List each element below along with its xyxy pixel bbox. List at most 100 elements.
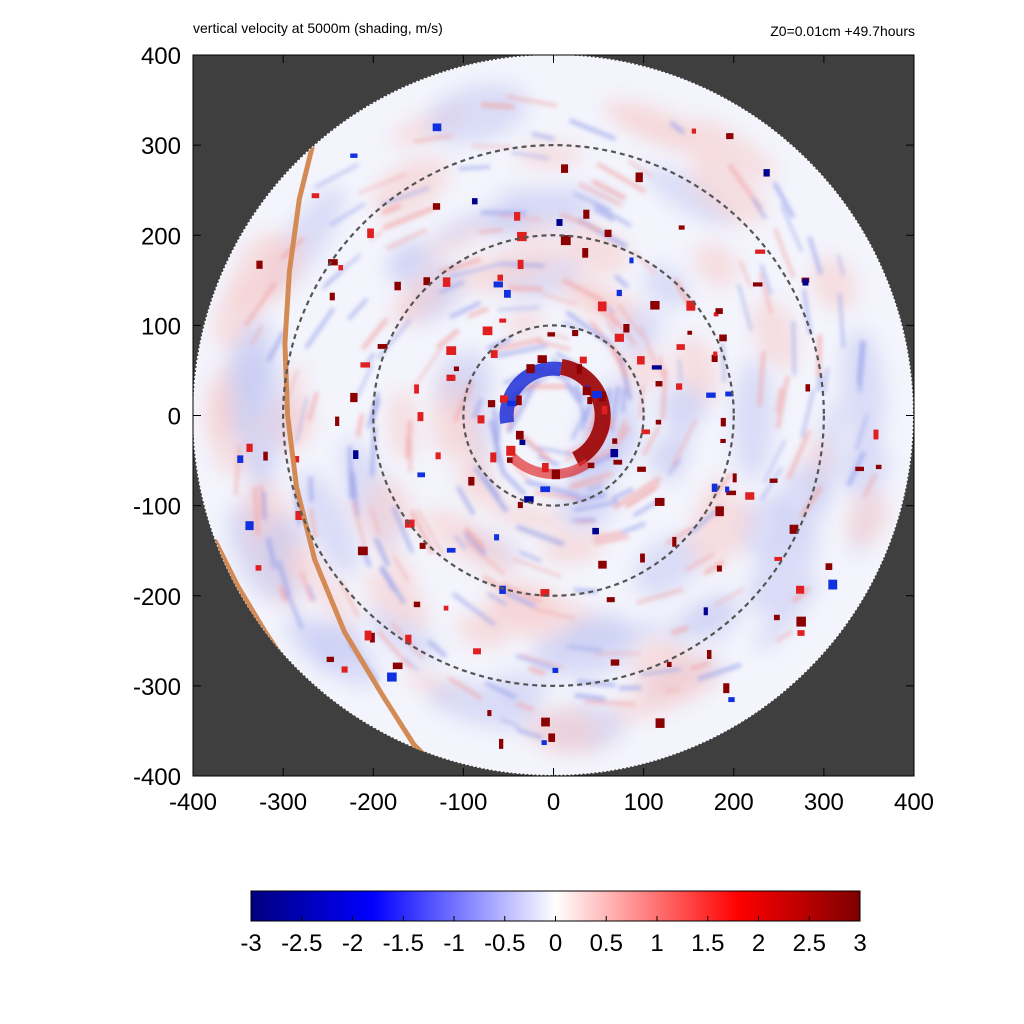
updraft-cell	[672, 536, 677, 547]
shading-streak	[370, 506, 381, 536]
updraft-cell	[423, 277, 431, 286]
shading-streak	[427, 640, 447, 658]
shading-streak	[671, 626, 689, 635]
shading-streak	[519, 550, 542, 563]
shading-patch	[694, 242, 738, 287]
shading-streak	[511, 151, 550, 160]
shading-streak	[492, 337, 543, 352]
shading-streak	[374, 537, 390, 567]
shading-streak	[570, 472, 613, 488]
shading-streak	[377, 630, 413, 670]
shading-streak	[496, 411, 501, 442]
updraft-cell	[805, 384, 811, 392]
updraft-cell	[255, 565, 262, 571]
updraft-cell	[419, 542, 426, 549]
shading-streak	[763, 440, 786, 484]
colorbar-tick-label: 1.5	[691, 930, 724, 957]
shading-streak	[308, 476, 314, 503]
shading-streak	[479, 228, 503, 234]
shading-streak	[409, 510, 435, 554]
updraft-cell	[582, 386, 592, 396]
shading-streak	[464, 540, 505, 575]
updraft-cell	[468, 476, 475, 486]
updraft-cell	[414, 384, 419, 394]
shading-streak	[520, 653, 564, 669]
downdraft-cell	[629, 257, 634, 264]
updraft-cell	[687, 330, 693, 335]
y-tick-label: -200	[133, 584, 181, 611]
updraft-cell	[604, 229, 612, 237]
updraft-cell	[526, 364, 535, 374]
shading-streak	[314, 163, 359, 189]
downdraft-cell	[519, 439, 526, 446]
shading-streak	[772, 181, 795, 219]
shading-streak	[569, 118, 616, 141]
shading-streak	[278, 585, 288, 602]
updraft-cell	[713, 312, 719, 317]
shading-streak	[351, 475, 358, 499]
shading-streak	[496, 343, 548, 358]
shading-streak	[565, 310, 612, 346]
updraft-cell	[443, 605, 449, 611]
shading-streak	[584, 700, 636, 706]
updraft-cell	[797, 630, 805, 636]
shading-streak	[614, 274, 629, 288]
updraft-cell	[517, 259, 524, 270]
x-tick-label: 200	[714, 789, 754, 816]
updraft-cell	[246, 443, 253, 452]
shading-patch	[737, 496, 794, 558]
shading-patch	[367, 478, 413, 533]
updraft-cell	[435, 452, 441, 460]
updraft-cell	[517, 231, 527, 242]
updraft-cell	[263, 451, 268, 461]
updraft-cell	[446, 346, 457, 355]
updraft-cell	[686, 300, 696, 311]
shading-patch	[625, 348, 667, 390]
shading-streak	[405, 420, 413, 458]
downdraft-cell	[350, 153, 358, 158]
shading-patch	[427, 681, 542, 729]
downdraft-cell	[763, 169, 770, 177]
eyewall-downdraft	[499, 361, 562, 424]
x-tick-label: -300	[259, 789, 307, 816]
downdraft-cell	[592, 527, 599, 535]
updraft-cell	[482, 326, 493, 336]
shading-streak	[721, 342, 726, 383]
updraft-cell	[499, 738, 504, 749]
updraft-cell	[561, 164, 569, 173]
updraft-cell	[446, 375, 456, 381]
colorbar-ticks: -3 -2.5 -2 -1.5 -1 -0.5 0 0.5 1 1.5 2 2.5 3	[240, 916, 867, 957]
updraft-cell	[716, 565, 722, 572]
shading-streak	[307, 584, 316, 601]
shading-patch	[603, 100, 699, 142]
convective-cell-layer	[237, 123, 882, 749]
downdraft-cell	[591, 390, 602, 399]
shading-streak	[448, 677, 483, 700]
range-ring	[282, 144, 825, 687]
shading-streak	[508, 285, 544, 292]
updraft-cell	[560, 235, 571, 246]
updraft-cell	[676, 344, 685, 350]
updraft-cell	[453, 366, 460, 372]
shading-streak	[347, 298, 368, 320]
downdraft-cell	[616, 289, 622, 297]
downdraft-cell	[556, 219, 563, 226]
colorbar-tick-label: -3	[240, 930, 261, 957]
shading-streak	[369, 231, 383, 241]
shading-patch	[644, 165, 734, 226]
shading-patch	[426, 83, 527, 144]
downdraft-cell	[507, 400, 517, 407]
chart-subtitle: Z0=0.01cm +49.7hours	[770, 23, 915, 39]
shading-streak	[521, 435, 552, 462]
updraft-cell	[506, 445, 516, 456]
shading-streak	[665, 527, 692, 545]
y-tick-label: -300	[133, 674, 181, 701]
updraft-cell	[655, 419, 662, 425]
updraft-cell	[537, 355, 547, 364]
shading-patch	[666, 399, 694, 485]
updraft-cell	[497, 274, 504, 281]
updraft-cell	[540, 589, 550, 597]
shading-streak	[528, 666, 546, 676]
shading-streak	[608, 310, 636, 346]
updraft-cell	[598, 560, 607, 569]
